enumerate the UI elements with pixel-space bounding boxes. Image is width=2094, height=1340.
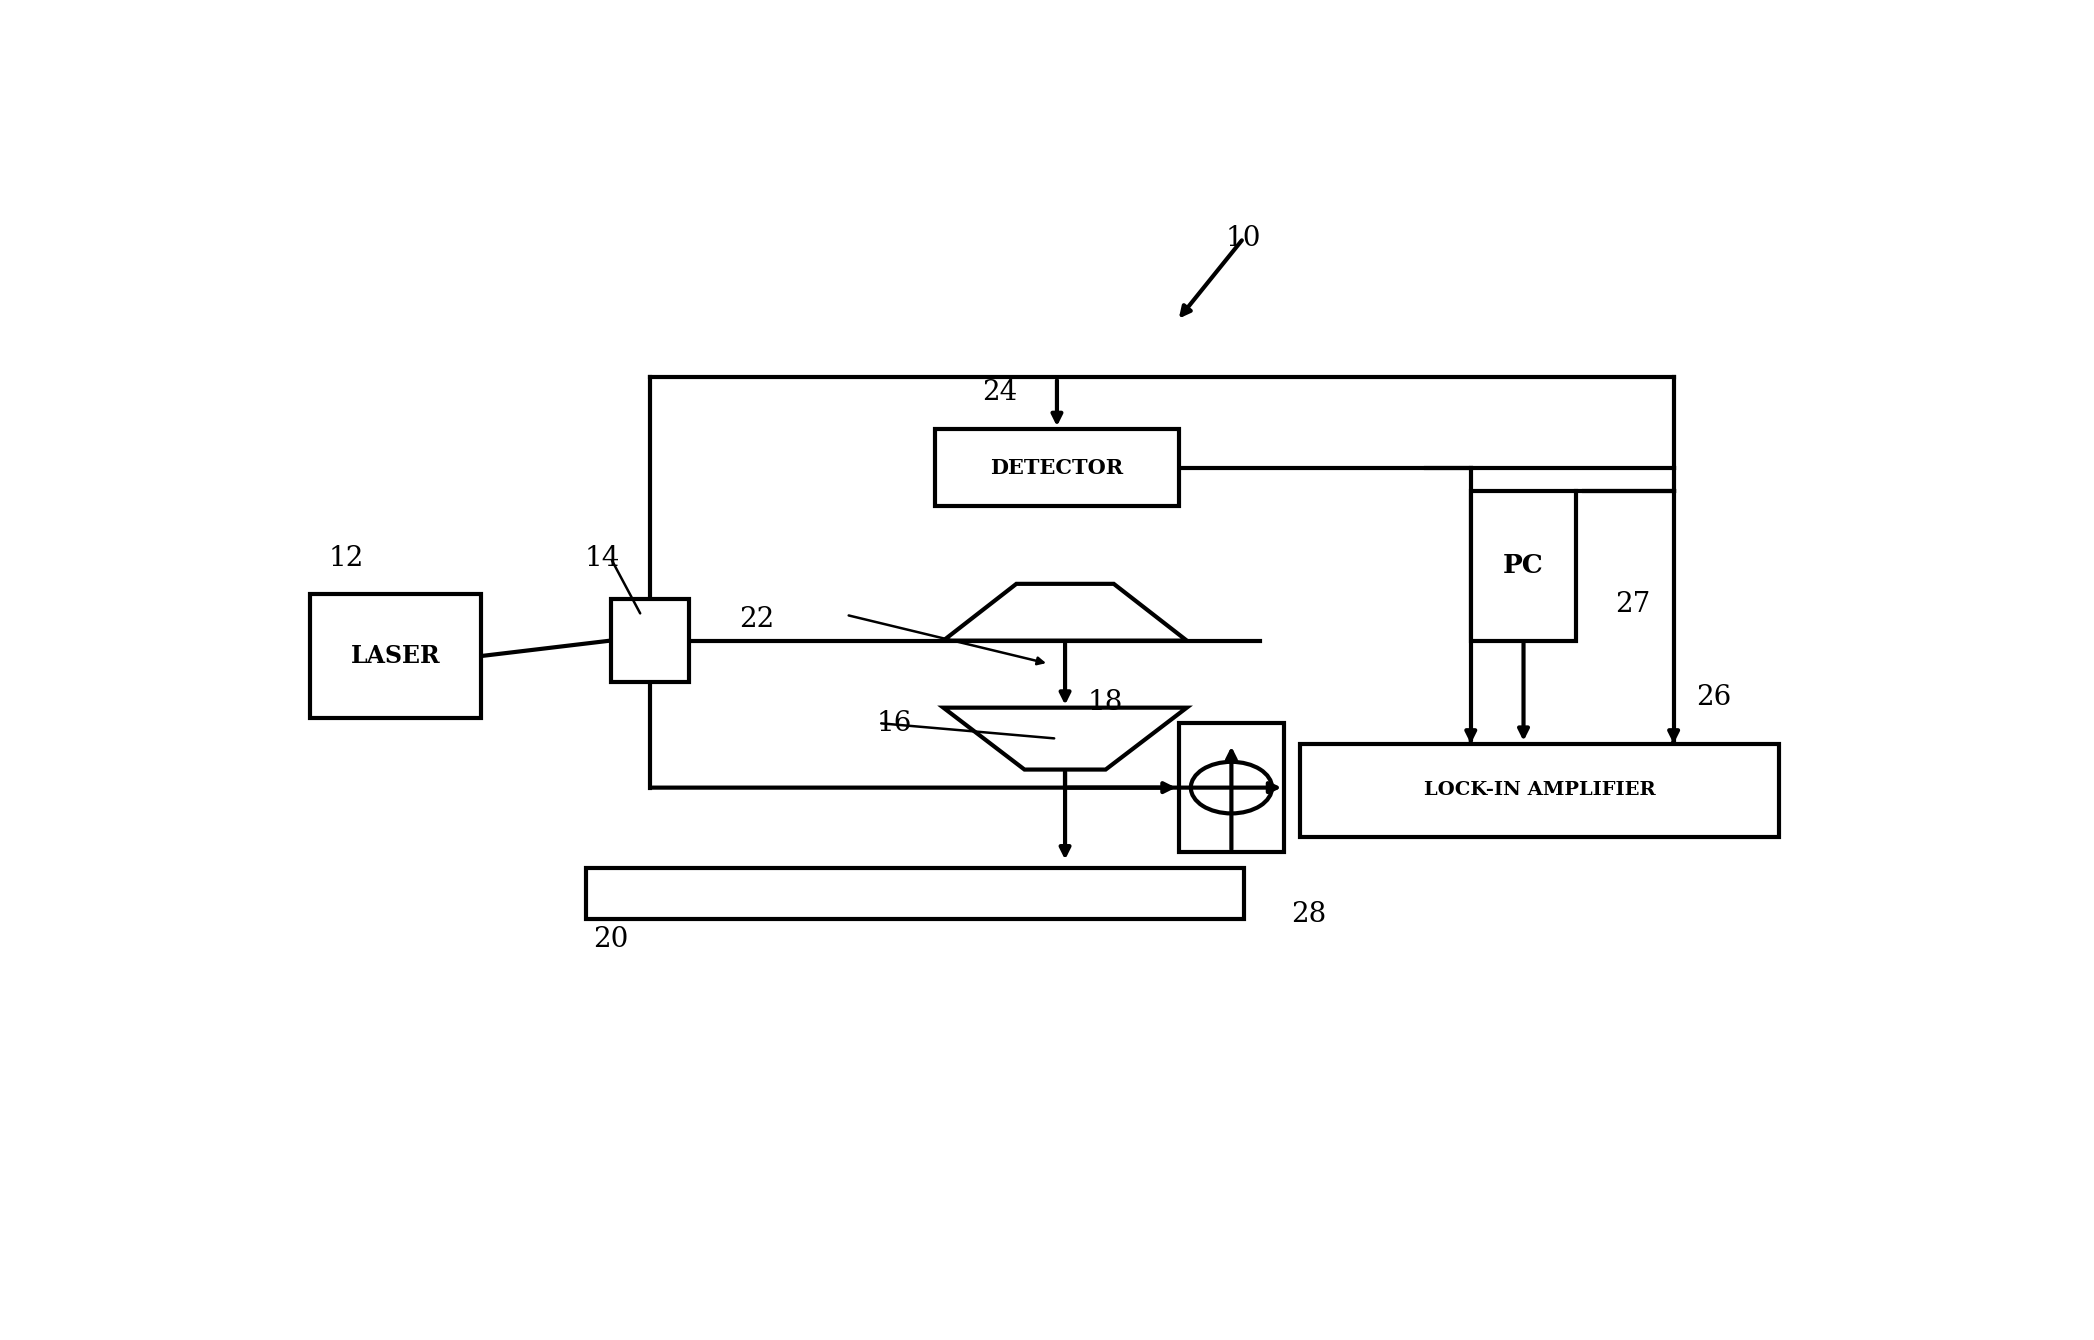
Polygon shape — [942, 708, 1187, 769]
Text: 22: 22 — [739, 607, 775, 634]
Text: LOCK-IN AMPLIFIER: LOCK-IN AMPLIFIER — [1424, 781, 1656, 799]
Polygon shape — [942, 584, 1187, 641]
Circle shape — [1191, 762, 1271, 813]
Bar — [1179, 724, 1284, 852]
Text: LASER: LASER — [352, 645, 440, 669]
Bar — [936, 429, 1179, 507]
Text: DETECTOR: DETECTOR — [990, 458, 1124, 478]
Bar — [1300, 744, 1780, 836]
Text: 16: 16 — [877, 710, 913, 737]
Bar — [586, 867, 1244, 919]
Text: 26: 26 — [1696, 683, 1732, 710]
Text: 12: 12 — [329, 544, 364, 572]
Text: 14: 14 — [584, 544, 620, 572]
Text: 24: 24 — [982, 379, 1018, 406]
Bar — [310, 594, 482, 718]
Bar — [611, 599, 689, 682]
Text: 27: 27 — [1614, 591, 1650, 618]
Text: 10: 10 — [1225, 225, 1261, 252]
Text: 28: 28 — [1290, 900, 1326, 927]
Text: 20: 20 — [593, 926, 628, 953]
Text: 18: 18 — [1089, 689, 1122, 716]
Bar — [1470, 490, 1577, 641]
Text: PC: PC — [1503, 553, 1543, 579]
